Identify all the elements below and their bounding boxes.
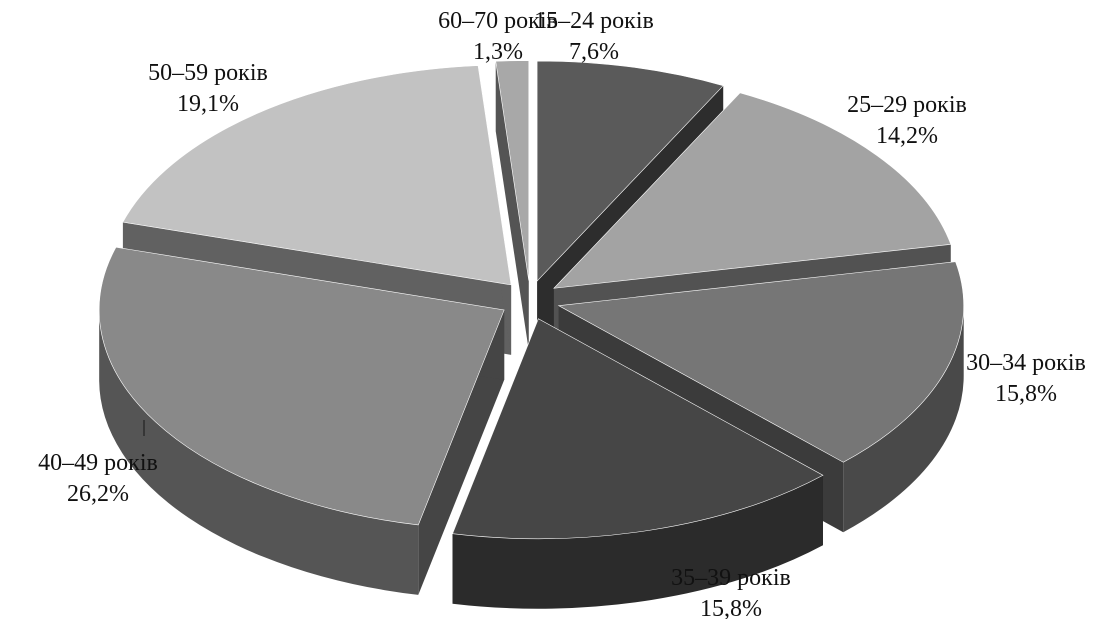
slice-top-4 xyxy=(98,246,505,526)
pie-labels: 15–24 років 7,6% 25–29 років 14,2% 30–34 р… xyxy=(38,8,1086,619)
slice-top-1 xyxy=(553,92,952,289)
slice-top-3 xyxy=(452,318,824,540)
slice-label-30-34: 30–34 років 15,8% xyxy=(966,350,1086,407)
pie-slices xyxy=(98,60,964,609)
slice-wall-2-0 xyxy=(843,305,964,533)
slice-wall-3-0 xyxy=(452,475,823,609)
slice-label-35-39: 35–39 років 15,8% xyxy=(671,565,791,619)
slice-label-25-29: 25–29 років 14,2% xyxy=(847,92,967,149)
slice-label-60-70: 60–70 років 1,3% xyxy=(438,8,558,65)
slice-label-50-59: 50–59 років 19,1% xyxy=(148,60,268,117)
slice-top-0 xyxy=(536,60,724,282)
slice-top-2 xyxy=(557,261,964,463)
slice-top-6 xyxy=(495,60,530,281)
slice-label-40-49: 40–49 років 26,2% xyxy=(38,450,158,507)
slice-side-4-0 xyxy=(418,309,505,595)
slice-4 xyxy=(98,246,505,595)
slice-side-6-0 xyxy=(495,61,529,351)
slice-wall-4-0 xyxy=(99,309,419,595)
slice-top-5 xyxy=(122,65,512,286)
slice-3 xyxy=(452,318,824,609)
slice-6 xyxy=(495,60,530,351)
slice-label-15-24: 15–24 років 7,6% xyxy=(534,8,654,65)
